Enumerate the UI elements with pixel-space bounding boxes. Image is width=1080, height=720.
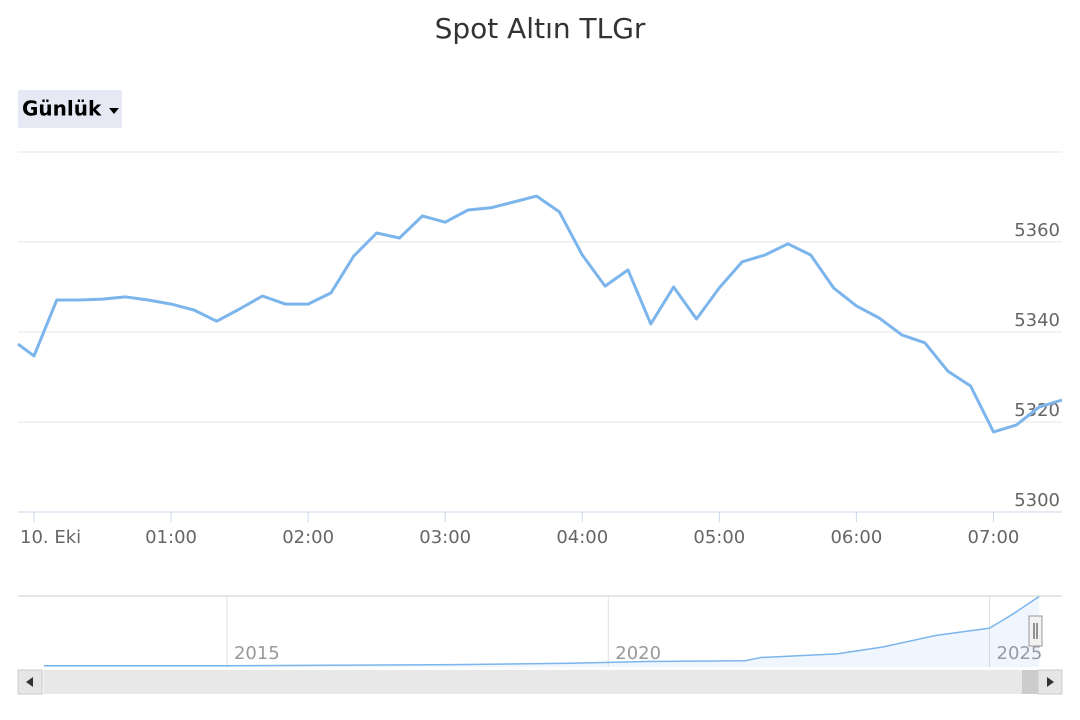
navigator-handle[interactable] (1028, 615, 1043, 647)
x-tick-label: 06:00 (830, 527, 882, 548)
range-label[interactable]: Günlük (22, 97, 102, 121)
y-tick-label: 5340 (1014, 310, 1060, 331)
y-tick-label: 5300 (1014, 490, 1060, 511)
x-tick-label: 01:00 (145, 527, 197, 548)
price-line (17, 194, 1063, 434)
range-selector[interactable]: Günlük (18, 90, 122, 128)
range-button[interactable] (18, 90, 122, 128)
x-tick-label: 03:00 (419, 527, 471, 548)
x-tick-label: 10. Eki (20, 527, 81, 548)
scroll-left-arrow (26, 677, 33, 687)
x-tick-label: 07:00 (968, 527, 1020, 548)
navigator-x-label: 2015 (234, 643, 280, 664)
scrollbar[interactable] (17, 669, 1063, 695)
handle-box[interactable] (1028, 615, 1043, 647)
scrollbar-thumb[interactable] (44, 670, 1036, 694)
navigator-area (43, 596, 1040, 667)
scrollbar-thumb-end[interactable] (1022, 670, 1038, 694)
chart-title: Spot Altın TLGr (435, 12, 646, 45)
dropdown-arrow (109, 108, 119, 114)
x-tick-label: 05:00 (693, 527, 745, 548)
navigator-line (43, 595, 1040, 667)
navigator-x-label: 2025 (997, 643, 1043, 664)
x-tick-label: 04:00 (556, 527, 608, 548)
scroll-right-arrow (1047, 677, 1054, 687)
navigator-x-label: 2020 (615, 643, 661, 664)
y-tick-label: 5360 (1014, 220, 1060, 241)
x-tick-label: 02:00 (282, 527, 334, 548)
